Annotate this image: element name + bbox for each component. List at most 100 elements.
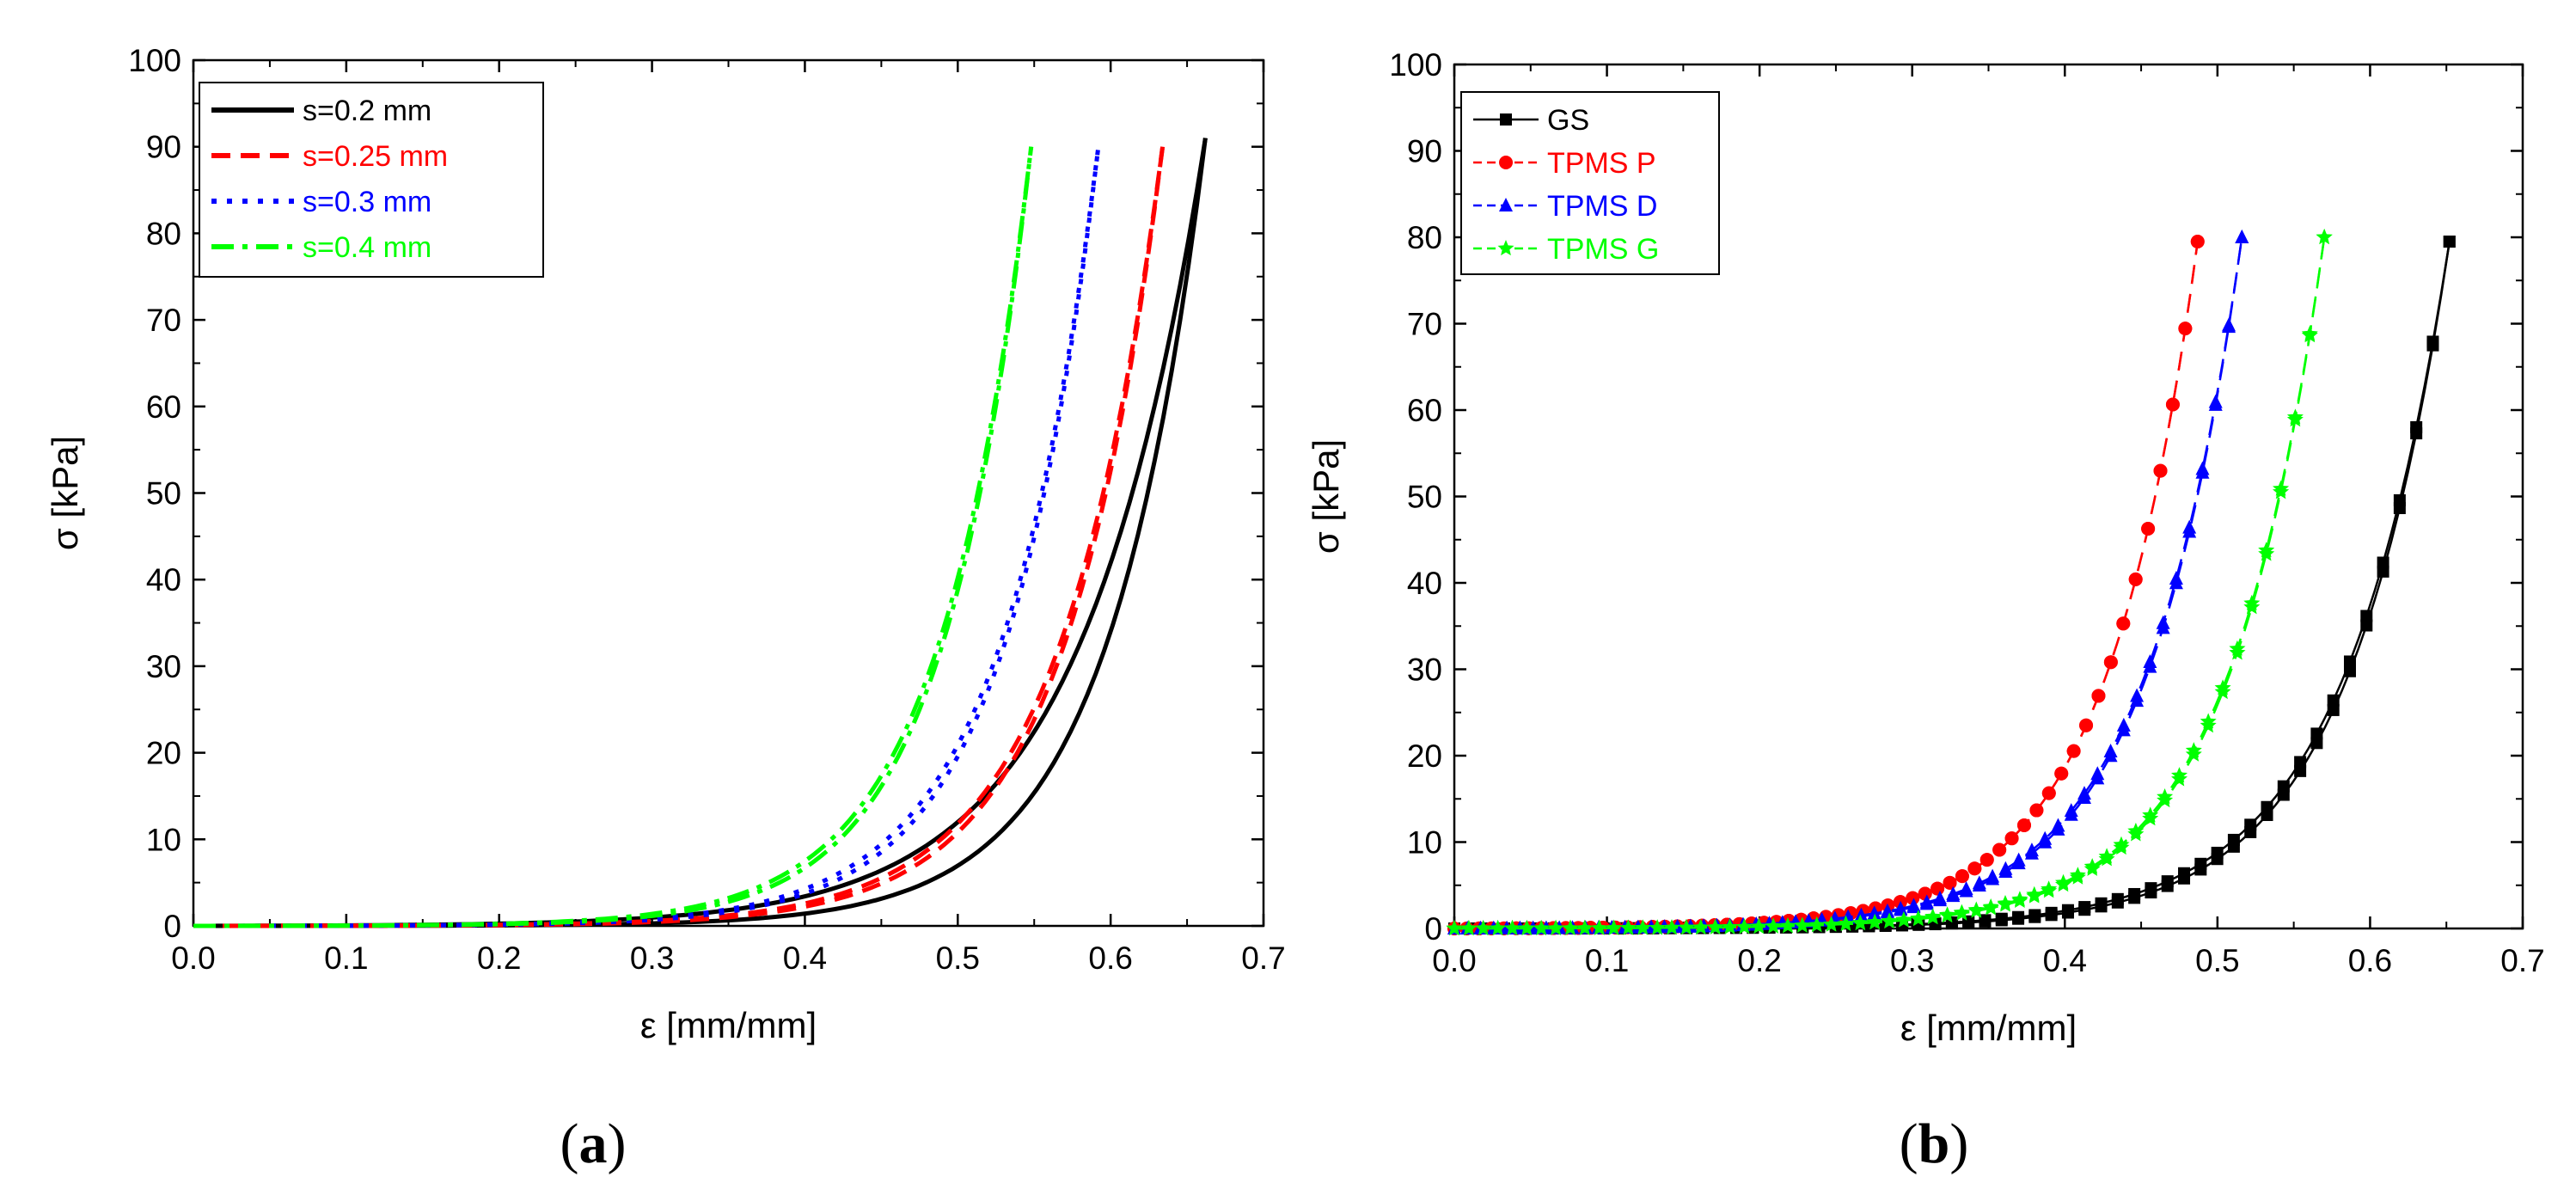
y-tick-label: 10 — [146, 822, 181, 857]
data-point — [1854, 907, 1869, 922]
data-point — [2410, 427, 2423, 440]
x-tick-label: 0.1 — [1585, 943, 1629, 978]
y-tick-label: 20 — [1407, 738, 1442, 774]
x-tick-label: 0.1 — [324, 941, 368, 976]
panel-label-open-paren: ( — [560, 1112, 579, 1175]
data-point — [1851, 915, 1869, 931]
legend: GS TPMS P TPMS D TPMS G — [1460, 91, 1720, 275]
data-point — [1881, 913, 1898, 929]
legend-swatch-marker — [1499, 198, 1513, 211]
legend-item: TPMS D — [1473, 190, 1657, 223]
panel-label-open-paren: ( — [1900, 1112, 1918, 1175]
data-point — [1765, 917, 1782, 934]
data-point — [1982, 899, 1999, 916]
data-point — [2185, 745, 2202, 762]
data-point — [2195, 461, 2210, 475]
y-tick-label: 30 — [1407, 653, 1442, 688]
data-point — [2310, 737, 2323, 750]
data-point — [1722, 918, 1738, 934]
series-line-lower — [1454, 241, 2451, 930]
y-tick-label: 60 — [1407, 393, 1442, 428]
data-point — [1939, 907, 1956, 923]
y-tick-label: 70 — [146, 303, 181, 338]
data-point — [1518, 919, 1535, 935]
data-point — [1606, 919, 1623, 935]
data-point — [1946, 885, 1961, 900]
x-tick-label: 0.2 — [477, 941, 521, 976]
data-point — [2208, 394, 2223, 408]
data-point — [2113, 839, 2130, 855]
data-point — [1967, 902, 1985, 918]
data-point — [2103, 743, 2118, 757]
data-point — [2161, 879, 2174, 892]
data-point — [2227, 840, 2240, 853]
legend-swatch-marker — [1500, 113, 1512, 126]
data-point — [2153, 463, 2168, 478]
data-point — [1943, 875, 1957, 890]
data-point — [2041, 882, 2058, 898]
legend-label: s=0.3 mm — [303, 186, 431, 218]
x-axis-label: ε [mm/mm] — [640, 1005, 817, 1045]
series-line-lower — [1454, 236, 2243, 930]
data-point — [1880, 903, 1894, 917]
x-tick-label: 0.2 — [1737, 943, 1781, 978]
y-tick-label: 70 — [1407, 307, 1442, 342]
data-point — [2221, 317, 2236, 332]
data-point — [1547, 919, 1564, 935]
data-point — [2116, 616, 2131, 631]
data-point — [1998, 861, 2013, 875]
data-point — [1707, 918, 1724, 934]
series-line-lower — [193, 146, 1034, 928]
data-point — [1986, 868, 2000, 883]
series-line-upper — [1454, 241, 2451, 930]
data-point — [2026, 887, 2043, 904]
series-tpms-g — [1446, 229, 2333, 936]
legend-swatch-marker — [1499, 156, 1513, 169]
series-line-upper — [1454, 236, 2243, 930]
data-point — [1794, 916, 1811, 933]
x-tick-label: 0.3 — [630, 941, 674, 976]
legend: s=0.2 mm s=0.25 mm s=0.3 mm s=0.4 mm — [199, 82, 544, 278]
series-line-lower — [1454, 241, 2200, 930]
data-point — [1895, 911, 1912, 928]
data-point — [2128, 892, 2141, 904]
data-point — [2011, 852, 2026, 867]
y-tick-label: 10 — [1407, 825, 1442, 861]
data-point — [1894, 900, 1908, 915]
x-tick-label: 0.5 — [936, 941, 980, 976]
legend-label: s=0.4 mm — [303, 231, 431, 264]
y-tick-label: 40 — [1407, 566, 1442, 601]
data-point — [2178, 872, 2191, 885]
data-point — [2024, 843, 2039, 857]
data-point — [2098, 850, 2115, 867]
data-point — [1808, 916, 1826, 933]
data-point — [2130, 688, 2145, 702]
data-point — [2316, 229, 2333, 245]
legend-swatch-marker — [1497, 240, 1514, 256]
x-axis-label: ε [mm/mm] — [1900, 1008, 2077, 1048]
series-line-lower — [193, 146, 1101, 928]
data-point — [2045, 909, 2058, 922]
y-tick-label: 50 — [1407, 480, 1442, 515]
data-point — [1953, 904, 1970, 921]
data-point — [2178, 322, 2193, 336]
data-point — [1692, 919, 1710, 935]
data-point — [2190, 235, 2205, 249]
y-axis-label: σ [kPa] — [45, 436, 85, 550]
data-point — [1992, 843, 2007, 857]
y-tick-label: 0 — [163, 909, 181, 944]
data-point — [1779, 917, 1796, 934]
series-line-lower — [1454, 236, 2326, 930]
data-point — [2061, 906, 2074, 919]
data-point — [1924, 909, 1942, 925]
series-s-0-3-mm — [193, 146, 1101, 928]
x-tick-label: 0.4 — [783, 941, 827, 976]
data-point — [2051, 818, 2065, 832]
data-point — [2038, 830, 2053, 845]
legend-label: TPMS G — [1547, 233, 1659, 266]
y-tick-label: 30 — [146, 649, 181, 684]
data-point — [1972, 875, 1986, 890]
data-point — [1906, 891, 1920, 905]
data-point — [2443, 236, 2456, 248]
legend-label: TPMS D — [1547, 190, 1657, 223]
